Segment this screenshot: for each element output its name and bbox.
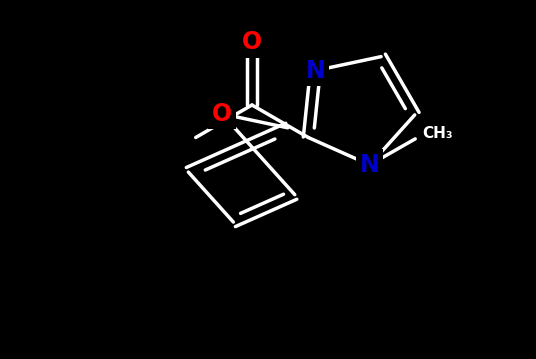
Text: N: N (360, 153, 379, 177)
Text: CH₃: CH₃ (422, 126, 452, 141)
Text: O: O (242, 30, 262, 54)
Text: O: O (212, 102, 232, 126)
Text: N: N (306, 59, 325, 83)
